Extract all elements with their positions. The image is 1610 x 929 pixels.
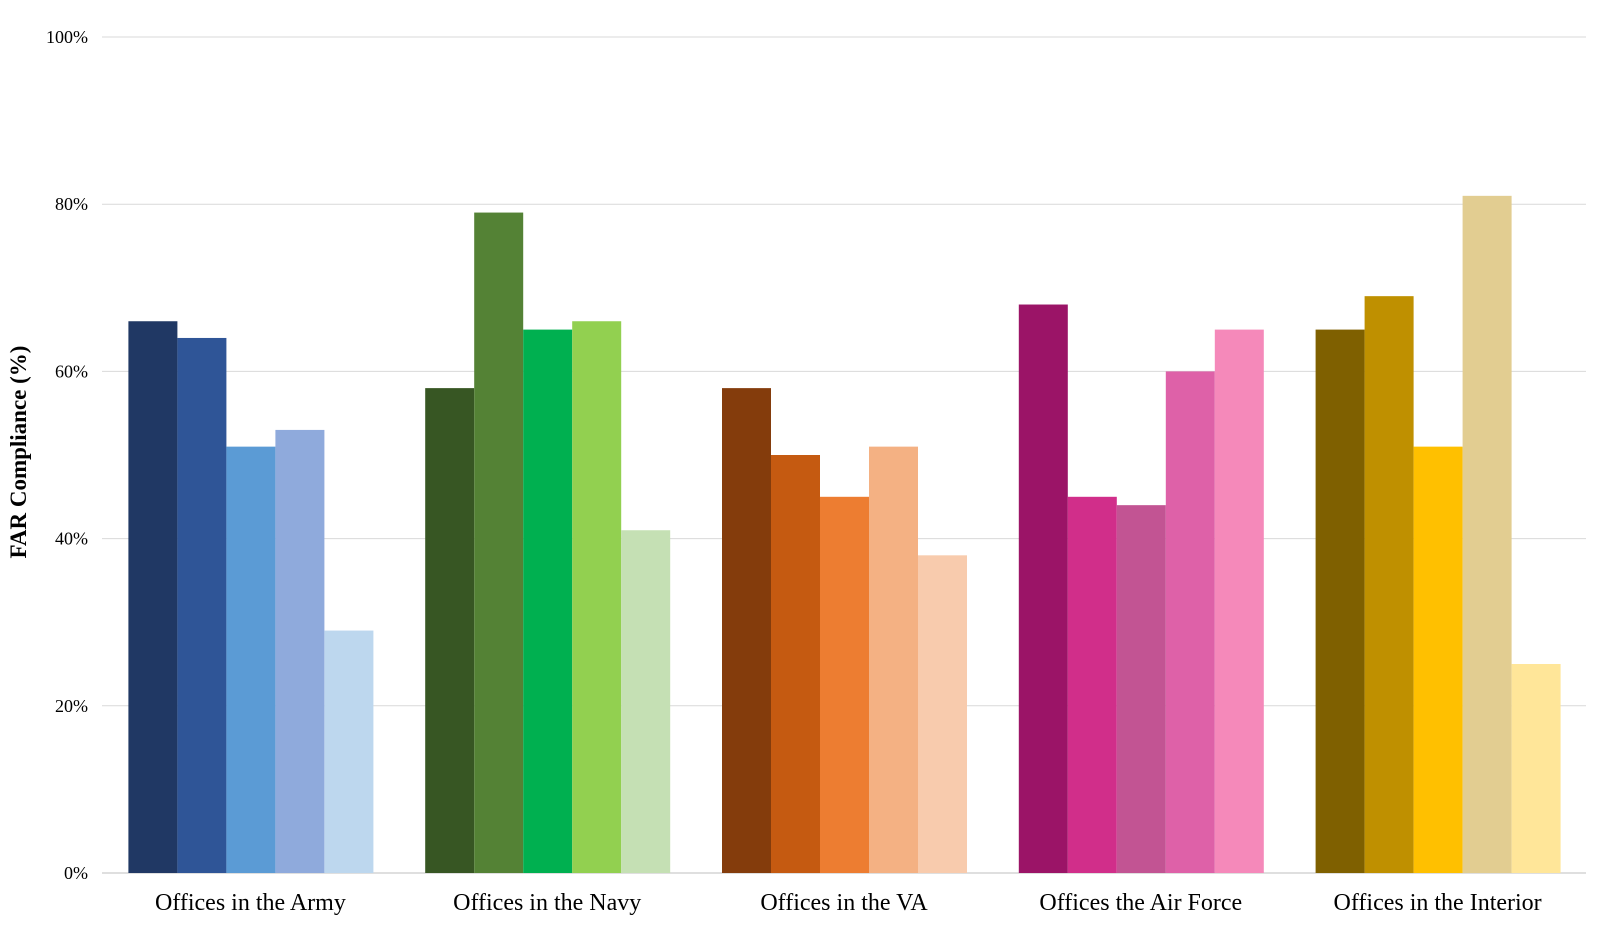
bar (1315, 329, 1365, 874)
y-tick-label: 60% (55, 361, 88, 381)
x-axis-categories: Offices in the Army Offices in the Navy Of… (155, 890, 1542, 916)
bar (474, 212, 524, 873)
bar (1067, 496, 1117, 873)
bar (1462, 195, 1512, 874)
y-tick-label: 0% (64, 863, 88, 883)
y-axis-ticks: 0% 20% 40% 60% 80% 100% (46, 27, 88, 883)
bars (128, 195, 1561, 874)
bar (1214, 329, 1264, 874)
bar (1364, 296, 1414, 873)
x-category-label: Offices in the Army (155, 890, 346, 916)
bar (572, 321, 622, 873)
y-tick-label: 20% (55, 696, 88, 716)
bar (918, 555, 967, 873)
bar (1116, 505, 1166, 873)
bar (226, 446, 276, 873)
bar (869, 446, 918, 873)
bar (523, 329, 573, 874)
bar (621, 530, 671, 873)
bar (820, 496, 869, 873)
y-tick-label: 100% (46, 27, 88, 47)
x-category-label: Offices the Air Force (1039, 890, 1242, 916)
bar (722, 388, 771, 873)
bar (324, 630, 374, 873)
bar (1165, 371, 1215, 873)
bar (177, 337, 227, 874)
bar (128, 321, 178, 873)
x-category-label: Offices in the Interior (1334, 890, 1542, 916)
bar (1511, 664, 1561, 873)
x-category-label: Offices in the VA (760, 890, 928, 916)
x-category-label: Offices in the Navy (453, 890, 641, 916)
y-tick-label: 80% (55, 194, 88, 214)
bar (1018, 304, 1068, 873)
y-axis-title: FAR Compliance (%) (6, 346, 31, 559)
bar (425, 388, 475, 873)
y-tick-label: 40% (55, 529, 88, 549)
bar (275, 429, 325, 873)
bar (771, 455, 820, 873)
bar (1413, 446, 1463, 873)
